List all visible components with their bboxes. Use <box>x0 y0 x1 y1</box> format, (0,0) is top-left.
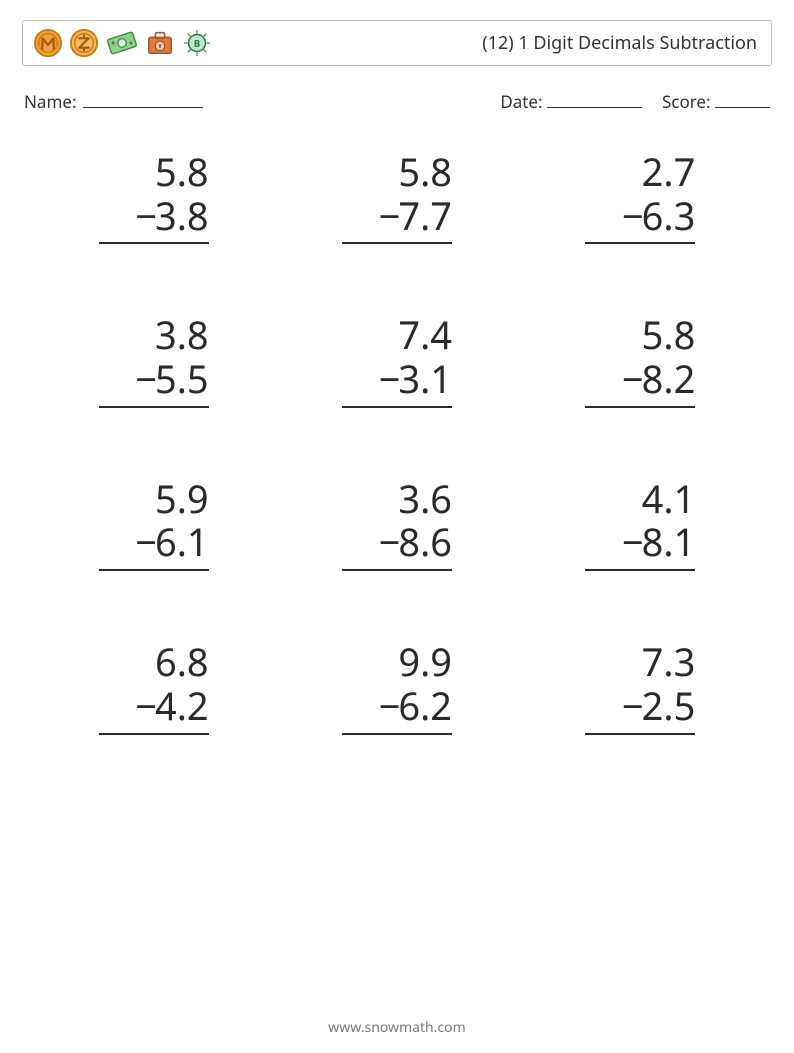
problem: 9.9−6.2 <box>295 641 498 734</box>
score-blank[interactable] <box>715 93 770 108</box>
subtrahend: −4.2 <box>99 685 209 735</box>
svg-text:B: B <box>194 37 200 50</box>
coin-z-icon <box>69 28 99 58</box>
info-fields: Name: Date: Score: <box>24 90 770 113</box>
subtrahend: −5.5 <box>99 358 209 408</box>
minuend: 5.8 <box>342 151 452 195</box>
subtrahend: −3.1 <box>342 358 452 408</box>
subtrahend: −6.3 <box>585 195 695 245</box>
minuend: 7.4 <box>342 314 452 358</box>
problem: 3.6−8.6 <box>295 478 498 571</box>
minuend: 3.8 <box>99 314 209 358</box>
problem: 7.3−2.5 <box>539 641 742 734</box>
header-icons: ¥ B <box>33 27 213 59</box>
header-bar: ¥ B (12) 1 Digit Decimals Subtraction <box>22 20 772 66</box>
subtrahend: −2.5 <box>585 685 695 735</box>
problem: 2.7−6.3 <box>539 151 742 244</box>
minuend: 7.3 <box>585 641 695 685</box>
subtrahend: −8.6 <box>342 521 452 571</box>
svg-text:¥: ¥ <box>158 42 162 51</box>
cash-icon <box>105 28 139 58</box>
worksheet-title: (12) 1 Digit Decimals Subtraction <box>482 31 757 55</box>
subtrahend: −3.8 <box>99 195 209 245</box>
minuend: 5.8 <box>585 314 695 358</box>
minuend: 5.8 <box>99 151 209 195</box>
subtrahend: −8.1 <box>585 521 695 571</box>
name-blank[interactable] <box>83 93 203 108</box>
minuend: 3.6 <box>342 478 452 522</box>
subtrahend: −8.2 <box>585 358 695 408</box>
subtrahend: −7.7 <box>342 195 452 245</box>
date-label: Date: <box>500 90 542 113</box>
problem: 4.1−8.1 <box>539 478 742 571</box>
problem: 5.8−3.8 <box>52 151 255 244</box>
minuend: 5.9 <box>99 478 209 522</box>
problem: 5.8−8.2 <box>539 314 742 407</box>
coin-m-icon <box>33 28 63 58</box>
date-blank[interactable] <box>547 93 642 108</box>
subtrahend: −6.2 <box>342 685 452 735</box>
minuend: 6.8 <box>99 641 209 685</box>
crypto-icon: B <box>181 27 213 59</box>
footer-url: www.snowmath.com <box>0 1018 794 1037</box>
problems-grid: 5.8−3.8 5.8−7.7 2.7−6.3 3.8−5.5 7.4−3.1 … <box>22 151 772 735</box>
problem: 7.4−3.1 <box>295 314 498 407</box>
name-label: Name: <box>24 90 77 113</box>
minuend: 2.7 <box>585 151 695 195</box>
score-label: Score: <box>662 90 711 113</box>
problem: 5.9−6.1 <box>52 478 255 571</box>
minuend: 9.9 <box>342 641 452 685</box>
problem: 6.8−4.2 <box>52 641 255 734</box>
briefcase-icon: ¥ <box>145 28 175 58</box>
minuend: 4.1 <box>585 478 695 522</box>
worksheet-page: ¥ B (12) 1 Digit Decimals Subtraction <box>0 0 794 1053</box>
problem: 5.8−7.7 <box>295 151 498 244</box>
subtrahend: −6.1 <box>99 521 209 571</box>
problem: 3.8−5.5 <box>52 314 255 407</box>
